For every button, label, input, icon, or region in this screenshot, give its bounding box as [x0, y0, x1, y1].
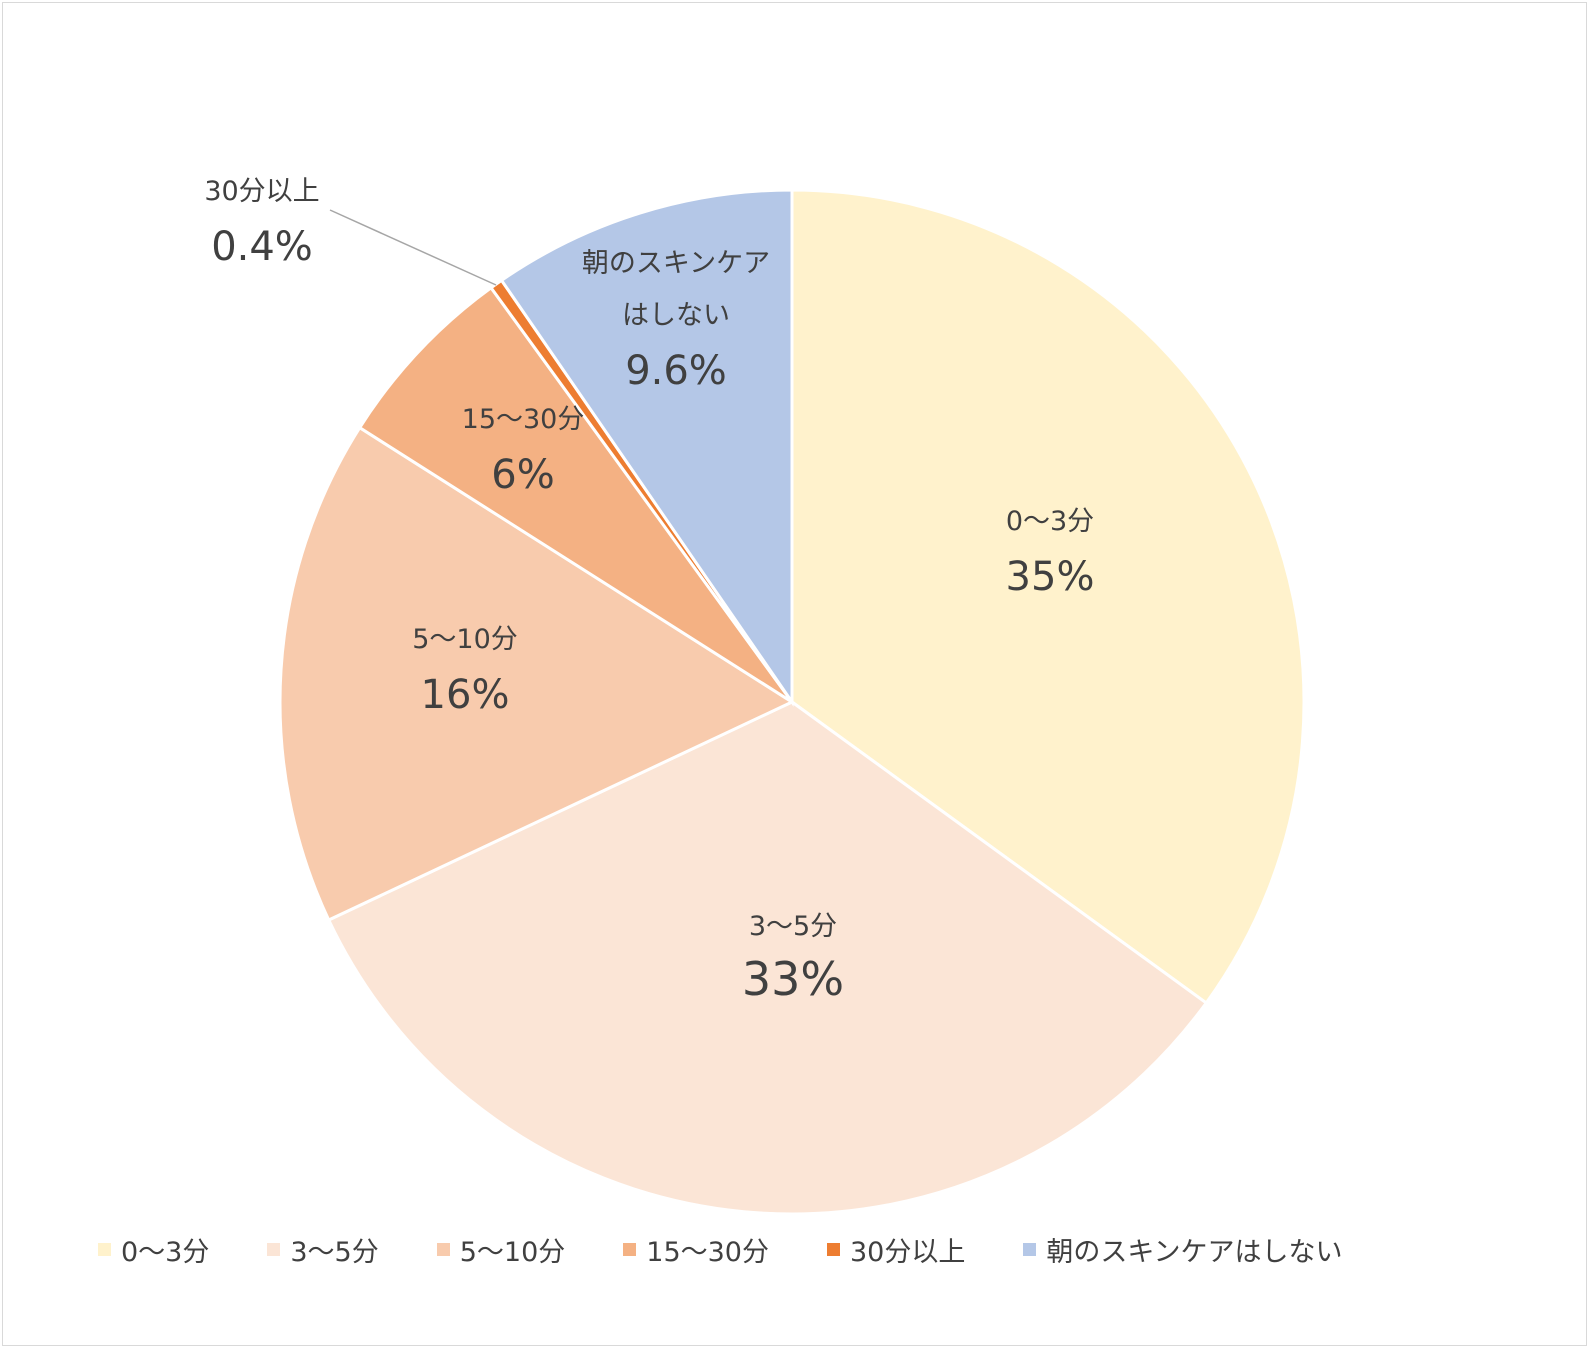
pie-slice-2	[278, 425, 796, 922]
legend-item-3: 15〜30分	[623, 1230, 769, 1269]
leader-line	[329, 209, 497, 286]
slice-value-label-3: 6%	[491, 452, 554, 498]
chart-legend: 0〜3分 3〜5分 5〜10分 15〜30分 30分以上 朝のスキンケアはしない	[98, 1230, 1343, 1269]
pie-slice-1	[326, 700, 1209, 1216]
slice-value-label-5: 9.6%	[625, 348, 727, 394]
legend-swatch	[436, 1243, 450, 1256]
slice-value-label-0: 35%	[1006, 554, 1095, 600]
slice-value-label-4: 0.4%	[211, 224, 313, 270]
legend-item-1: 3〜5分	[267, 1230, 379, 1269]
slice-category-label-3: 15〜30分	[462, 404, 585, 435]
legend-label: 15〜30分	[646, 1237, 769, 1268]
legend-swatch	[267, 1243, 281, 1256]
slice-value-label-1: 33%	[742, 952, 844, 1006]
slice-category-label-4: 30分以上	[204, 176, 319, 207]
slice-category-label-5: 朝のスキンケア	[582, 248, 770, 279]
legend-label: 0〜3分	[121, 1237, 210, 1268]
legend-swatch	[1023, 1243, 1037, 1256]
legend-label: 5〜10分	[459, 1237, 566, 1268]
legend-item-0: 0〜3分	[98, 1230, 209, 1269]
legend-swatch	[98, 1243, 111, 1256]
legend-item-4: 30分以上	[826, 1230, 966, 1269]
slice-category-label-5: はしない	[622, 300, 730, 331]
slice-category-label-2: 5〜10分	[412, 624, 518, 655]
pie-slice-3	[357, 285, 794, 704]
slice-category-label-1: 3〜5分	[749, 911, 837, 942]
slice-value-label-2: 16%	[421, 672, 510, 718]
legend-item-5: 朝のスキンケアはしない	[1023, 1230, 1343, 1269]
legend-label: 3〜5分	[290, 1237, 379, 1268]
legend-label: 朝のスキンケアはしない	[1046, 1237, 1343, 1268]
pie-slice-5	[499, 188, 794, 707]
legend-swatch	[826, 1243, 840, 1256]
legend-item-2: 5〜10分	[436, 1230, 566, 1269]
legend-swatch	[623, 1243, 637, 1256]
legend-label: 30分以上	[849, 1237, 966, 1268]
slice-category-label-0: 0〜3分	[1006, 506, 1094, 537]
pie-slice-0	[790, 188, 1306, 1006]
